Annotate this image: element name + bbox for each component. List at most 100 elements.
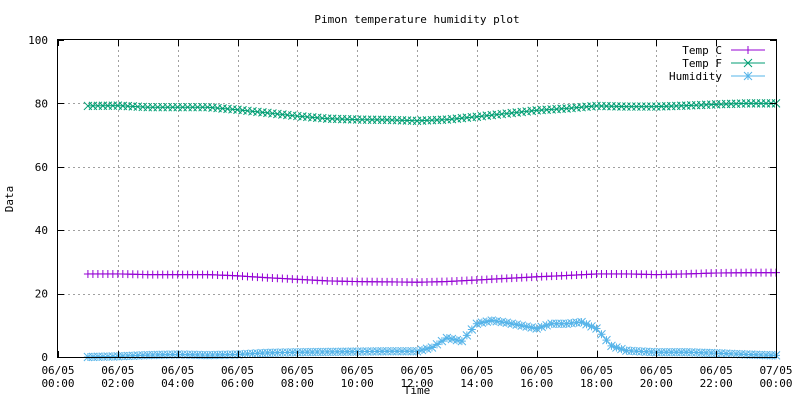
- data-point: [332, 347, 342, 357]
- data-point: [263, 348, 272, 358]
- data-point: [671, 347, 681, 357]
- data-point: [726, 349, 736, 359]
- data-point: [123, 351, 133, 361]
- legend-label: Humidity: [669, 70, 722, 83]
- data-point: [133, 351, 143, 360]
- data-point: [741, 350, 751, 359]
- data-point: [522, 322, 532, 331]
- data-point: [432, 339, 442, 349]
- data-point: [452, 335, 462, 345]
- x-tick-label-time: 08:00: [281, 377, 314, 390]
- data-point: [143, 350, 153, 360]
- x-tick-label-time: 16:00: [520, 377, 553, 390]
- data-point: [367, 347, 377, 356]
- data-point: [612, 343, 621, 352]
- x-tick-label-date: 06/05: [281, 364, 314, 377]
- data-point: [497, 317, 507, 327]
- data-point: [362, 347, 372, 356]
- data-point: [691, 348, 701, 357]
- data-point: [148, 350, 158, 360]
- data-point: [706, 348, 716, 358]
- data-point: [98, 352, 108, 362]
- chart-title: Pimon temperature humidity plot: [314, 13, 519, 26]
- data-point: [577, 317, 586, 327]
- data-point: [302, 347, 312, 357]
- x-tick-label-time: 00:00: [759, 377, 792, 390]
- data-point: [297, 347, 307, 357]
- data-point: [178, 350, 188, 359]
- data-point: [716, 349, 726, 358]
- y-tick-label: 80: [35, 97, 48, 110]
- x-tick-label-date: 06/05: [341, 364, 374, 377]
- data-point: [218, 350, 227, 360]
- data-point: [347, 347, 357, 357]
- data-point: [208, 350, 217, 360]
- data-point: [552, 319, 561, 329]
- data-point: [602, 335, 611, 345]
- data-point: [357, 347, 367, 356]
- data-point: [442, 333, 452, 343]
- y-tick-label: 20: [35, 288, 48, 301]
- data-point: [158, 350, 168, 360]
- data-point: [437, 336, 447, 346]
- data-point: [243, 349, 252, 359]
- data-point: [721, 349, 731, 358]
- plot-frame: [57, 39, 777, 358]
- data-point: [627, 346, 636, 356]
- data-point: [492, 316, 502, 326]
- data-point: [696, 348, 706, 358]
- x-tick-label-date: 06/05: [161, 364, 194, 377]
- data-point: [278, 348, 287, 357]
- data-point: [542, 320, 551, 330]
- data-point: [746, 350, 756, 359]
- data-point: [487, 316, 497, 325]
- data-point: [467, 325, 477, 334]
- legend-label: Temp F: [682, 57, 722, 70]
- data-point: [597, 329, 606, 339]
- data-point: [108, 352, 118, 361]
- data-point: [88, 352, 98, 362]
- data-point: [93, 352, 103, 362]
- data-point: [203, 350, 212, 360]
- y-tick-label: 100: [28, 34, 48, 47]
- data-point: [183, 350, 192, 360]
- series-temp-f: [83, 99, 781, 126]
- data-point: [547, 319, 556, 329]
- data-point: [761, 350, 771, 360]
- data-point: [337, 347, 347, 357]
- x-tick-label-date: 06/05: [400, 364, 433, 377]
- data-point: [587, 322, 596, 331]
- legend-label: Temp C: [682, 44, 722, 57]
- data-point: [342, 347, 352, 357]
- y-tick-label: 60: [35, 161, 48, 174]
- data-point: [736, 349, 746, 359]
- x-tick-label-date: 06/05: [580, 364, 613, 377]
- x-tick-label-time: 02:00: [101, 377, 134, 390]
- data-point: [572, 318, 581, 328]
- x-tick-label-date: 06/05: [520, 364, 553, 377]
- x-tick-label-time: 14:00: [460, 377, 493, 390]
- x-tick-label-date: 07/05: [759, 364, 792, 377]
- data-point: [527, 323, 537, 332]
- x-tick-label-date: 06/05: [41, 364, 74, 377]
- data-point: [228, 350, 237, 359]
- data-point: [637, 347, 646, 356]
- data-point: [307, 347, 317, 357]
- x-tick-label-time: 18:00: [580, 377, 613, 390]
- data-point: [676, 347, 686, 357]
- data-point: [103, 352, 113, 361]
- data-point: [238, 349, 247, 359]
- data-point: [457, 336, 467, 346]
- data-point: [188, 350, 197, 360]
- data-point: [532, 324, 542, 333]
- data-point: [327, 347, 337, 357]
- data-point: [562, 319, 571, 329]
- series-temp-c: [83, 268, 780, 287]
- data-point: [163, 350, 173, 360]
- grid: [58, 40, 776, 357]
- data-point: [751, 350, 761, 360]
- x-tick-label-time: 22:00: [700, 377, 733, 390]
- data-point: [392, 346, 402, 356]
- data-point: [397, 346, 407, 356]
